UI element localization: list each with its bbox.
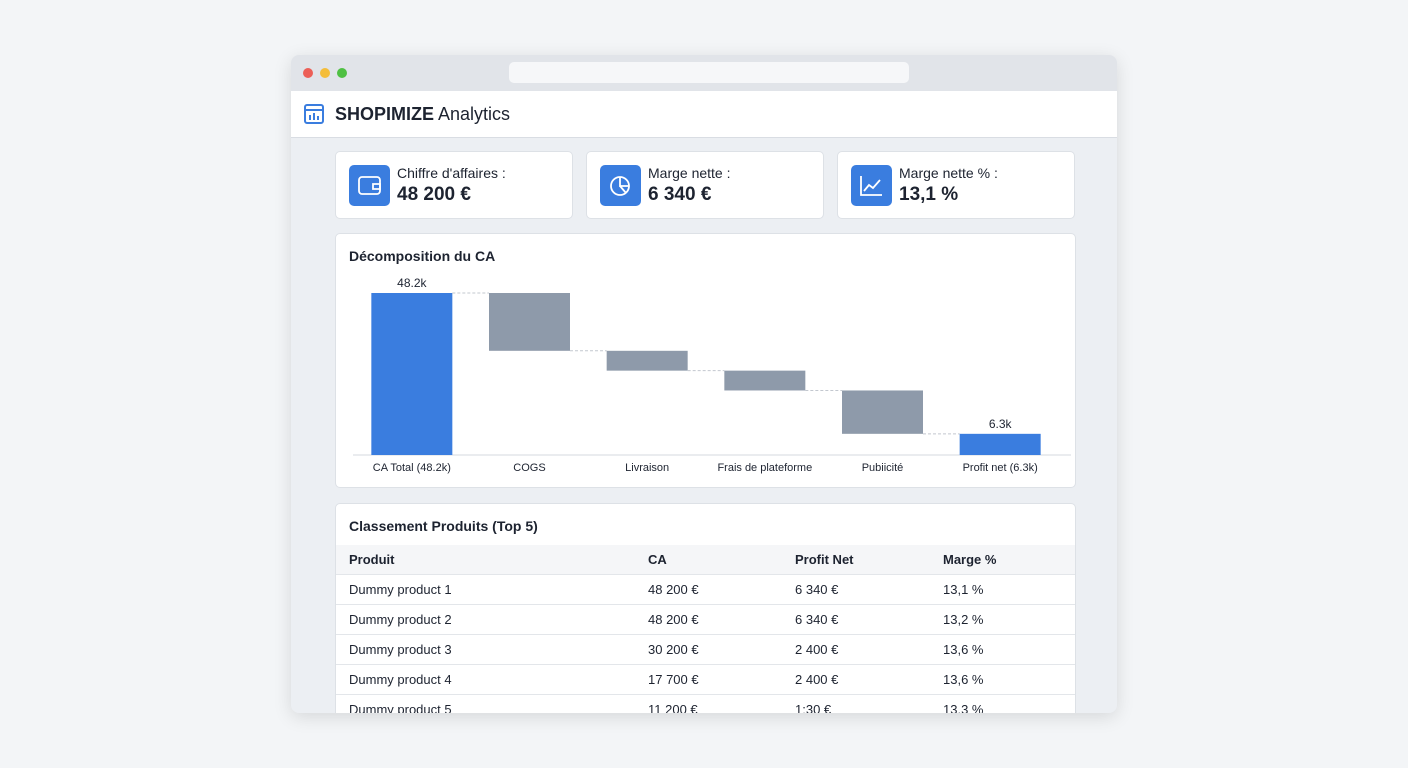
table-cell: 30 200 € (648, 634, 795, 665)
table-cell: 6 340 € (795, 574, 943, 605)
kpi-card: Marge nette : 6 340 € (586, 151, 824, 219)
bar (489, 293, 570, 351)
table-cell: 17 700 € (648, 664, 795, 695)
table-cell: Dummy product 4 (336, 664, 648, 695)
pie-icon (600, 165, 641, 206)
chart-title: Décomposition du CA (349, 248, 496, 264)
value-label: 6.3k (989, 417, 1013, 431)
kpi-card: Marge nette % : 13,1 % (837, 151, 1075, 219)
x-tick-label: CA Total (48.2k) (373, 462, 451, 474)
wallet-icon (349, 165, 390, 206)
kpi-card: Chiffre d'affaires : 48 200 € (335, 151, 573, 219)
product-table: Produit CA Profit Net Marge % Dummy product… (336, 545, 1075, 713)
table-header: Produit CA Profit Net Marge % (336, 545, 1075, 575)
table-cell: 1:30 € (795, 694, 943, 713)
x-tick-label: COGS (513, 462, 545, 474)
x-tick-label: Livraison (625, 462, 669, 474)
table-title: Classement Produits (Top 5) (349, 518, 538, 534)
value-label: 48.2k (397, 276, 427, 290)
x-tick-label: Frais de plateforme (717, 462, 812, 474)
table-card: Classement Produits (Top 5) Produit CA Pro… (335, 503, 1076, 713)
x-tick-label: Profit net (6.3k) (963, 462, 1038, 474)
table-cell: 13,6 % (943, 634, 1075, 665)
table-body: Dummy product 1 48 200 €6 340 €13,1 % Dumm… (336, 574, 1075, 713)
app-header: SHOPIMIZE Analytics (291, 91, 1117, 138)
table-cell: 48 200 € (648, 574, 795, 605)
column-header: Profit Net (795, 545, 943, 575)
brand: SHOPIMIZE (335, 104, 435, 124)
chart-card: Décomposition du CA 48.2k CA Total (48.2k… (335, 233, 1076, 488)
table-cell: 13,2 % (943, 604, 1075, 635)
table-cell: 2 400 € (795, 664, 943, 695)
product-name: Analytics (438, 104, 511, 124)
bar (371, 293, 453, 455)
table-cell: 13,6 % (943, 664, 1075, 695)
kpi-label: Marge nette % : (899, 165, 998, 181)
table-row: Dummy product 3 30 200 €2 400 €13,6 % (336, 634, 1075, 665)
table-row: Dummy product 5 11 200 €1:30 €13,3 % (336, 694, 1075, 713)
bar (724, 370, 806, 391)
table-cell: 6 340 € (795, 604, 943, 635)
table-cell: Dummy product 3 (336, 634, 648, 665)
browser-window: SHOPIMIZE Analytics Chiffre d'affaires :… (291, 55, 1117, 713)
waterfall-chart: 48.2k CA Total (48.2k) COGS Livraison Frais … (353, 276, 1071, 474)
table-cell: 13,1 % (943, 574, 1075, 605)
table-cell: Dummy product 5 (336, 694, 648, 713)
url-bar[interactable] (509, 62, 909, 83)
table-cell: 11 200 € (648, 694, 795, 713)
app-title: SHOPIMIZE Analytics (335, 104, 510, 125)
table-cell: Dummy product 2 (336, 604, 648, 635)
table-row: Dummy product 4 17 700 €2 400 €13,6 % (336, 664, 1075, 695)
table-row: Dummy product 2 48 200 €6 340 €13,2 % (336, 604, 1075, 635)
table-cell: 48 200 € (648, 604, 795, 635)
table-row: Dummy product 1 48 200 €6 340 €13,1 % (336, 574, 1075, 605)
trend-icon (851, 165, 892, 206)
column-header: CA (648, 545, 795, 575)
bar (842, 390, 923, 434)
maximize-dot[interactable] (337, 68, 347, 78)
column-header: Marge % (943, 545, 1075, 575)
kpi-value: 48 200 € (397, 184, 471, 205)
kpi-value: 6 340 € (648, 184, 712, 205)
minimize-dot[interactable] (320, 68, 330, 78)
kpi-value: 13,1 % (899, 184, 959, 205)
bar (959, 433, 1041, 455)
x-tick-label: Pubiicité (862, 462, 904, 474)
kpi-label: Marge nette : (648, 165, 731, 181)
column-header: Produit (336, 545, 648, 575)
close-dot[interactable] (303, 68, 313, 78)
logo-icon (304, 104, 324, 124)
bar (606, 350, 688, 371)
table-cell: Dummy product 1 (336, 574, 648, 605)
kpi-label: Chiffre d'affaires : (397, 165, 506, 181)
table-cell: 13,3 % (943, 694, 1075, 713)
table-cell: 2 400 € (795, 634, 943, 665)
title-bar (291, 55, 1117, 91)
